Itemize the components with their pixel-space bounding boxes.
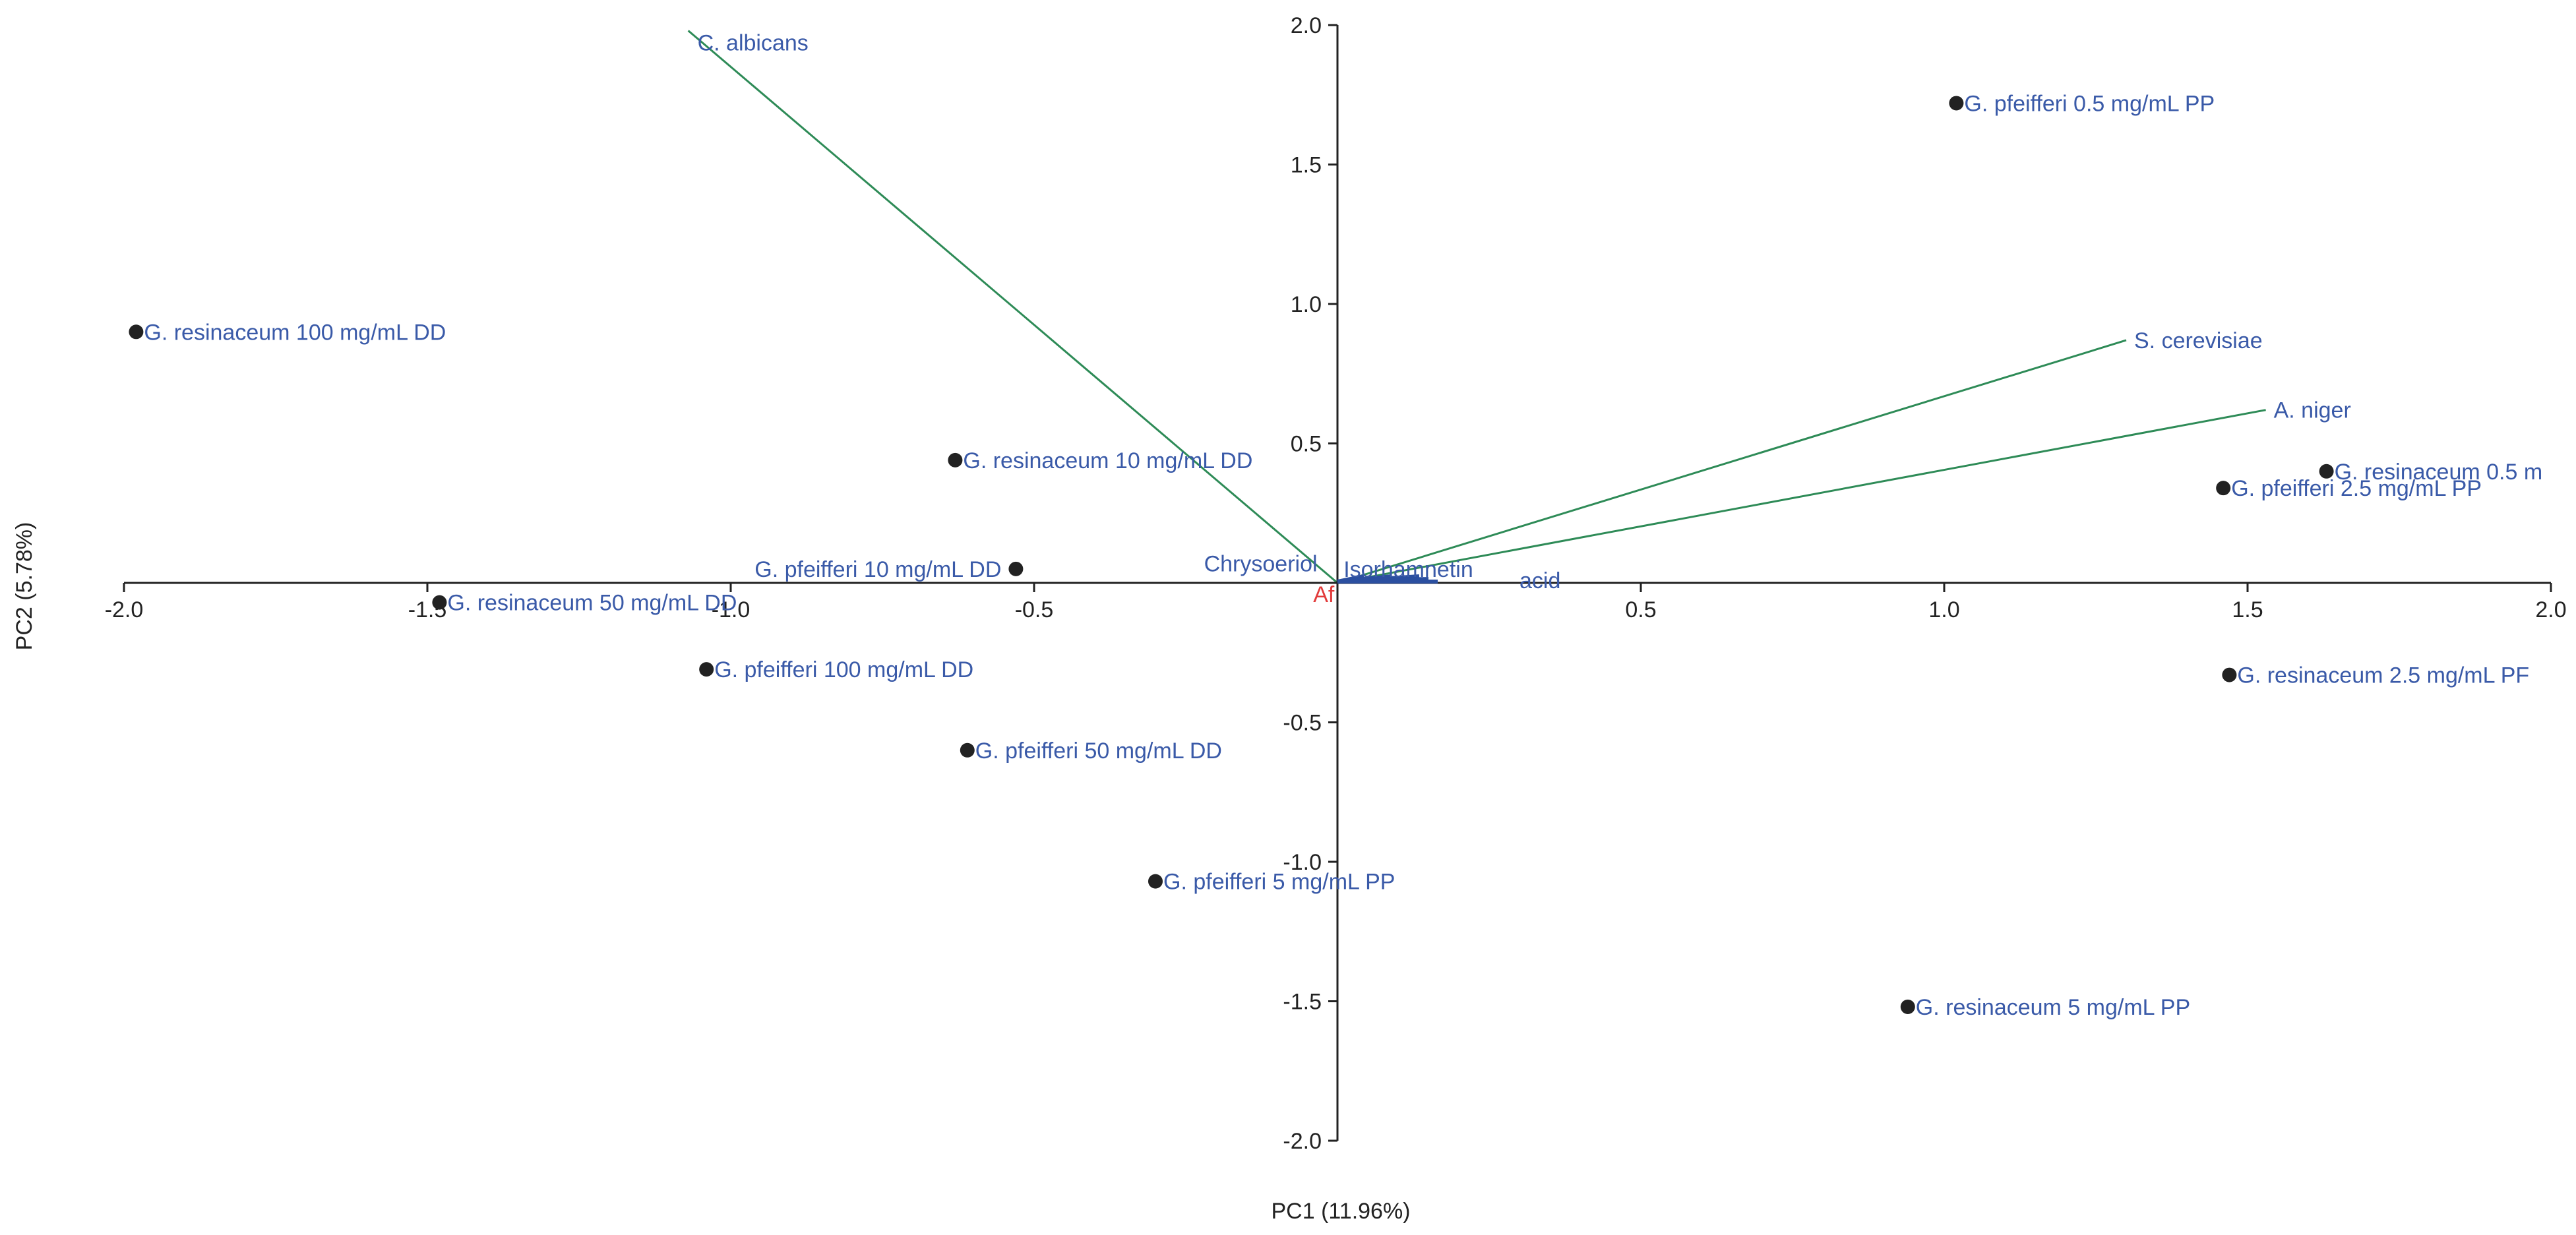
x-tick-label: 1.0 bbox=[1928, 597, 1959, 622]
point-label: G. resinaceum 50 mg/mL DD bbox=[447, 591, 737, 616]
point-g-resinaceum-2-5-mg-ml-pf bbox=[2222, 667, 2237, 682]
point-label: G. resinaceum 2.5 mg/mL PF bbox=[2237, 663, 2529, 688]
point-g-resinaceum-50-mg-ml-dd bbox=[432, 595, 447, 610]
point-g-resinaceum-10-mg-ml-dd bbox=[948, 452, 963, 467]
point-g-resinaceum-100-mg-ml-dd bbox=[129, 324, 144, 340]
x-tick-label: 0.5 bbox=[1625, 597, 1656, 622]
point-g-resinaceum-0-5-m bbox=[2319, 464, 2334, 479]
point-label: G. resinaceum 10 mg/mL DD bbox=[963, 448, 1252, 473]
variable-label-chrysoeriol: Chrysoeriol bbox=[1204, 551, 1318, 576]
variable-label-isorhamnetin: Isorhamnetin bbox=[1343, 557, 1473, 582]
variable-label-af: Af bbox=[1313, 582, 1335, 607]
y-tick-label: 2.0 bbox=[1291, 13, 1322, 38]
y-tick-label: 1.5 bbox=[1291, 153, 1322, 178]
vector-c-albicans bbox=[687, 30, 1338, 584]
point-g-pfeifferi-10-mg-ml-dd bbox=[1008, 561, 1024, 576]
y-tick-label: -1.5 bbox=[1283, 990, 1322, 1015]
loading-vectors: C. albicans S. cerevisiae A. niger bbox=[687, 30, 2351, 584]
vector-label-s-cerevisiae: S. cerevisiae bbox=[2134, 328, 2263, 353]
x-tick-label: -0.5 bbox=[1015, 597, 1054, 622]
point-label: G. pfeifferi 2.5 mg/mL PP bbox=[2231, 476, 2482, 501]
variable-labels: Chrysoeriol Isorhamnetin acid Af bbox=[1204, 551, 1561, 607]
point-g-pfeifferi-2-5-mg-ml-pp bbox=[2216, 481, 2231, 496]
score-points: G. pfeifferi 0.5 mg/mL PP G. resinaceum 1… bbox=[129, 91, 2542, 1020]
y-axis-title: PC2 (5.78%) bbox=[12, 522, 37, 651]
x-tick-label: 2.0 bbox=[2535, 597, 2566, 622]
variable-label-acid: acid bbox=[1519, 568, 1560, 593]
point-label: G. pfeifferi 5 mg/mL PP bbox=[1163, 870, 1395, 895]
x-tick-label: -2.0 bbox=[105, 597, 144, 622]
point-g-pfeifferi-5-mg-ml-pp bbox=[1148, 874, 1163, 889]
y-tick-label: -0.5 bbox=[1283, 711, 1322, 736]
point-label: G. resinaceum 100 mg/mL DD bbox=[144, 320, 446, 345]
point-g-pfeifferi-50-mg-ml-dd bbox=[960, 742, 975, 758]
y-tick-label: 0.5 bbox=[1291, 432, 1322, 457]
vector-label-a-niger: A. niger bbox=[2274, 398, 2351, 423]
point-label: G. pfeifferi 100 mg/mL DD bbox=[714, 657, 973, 682]
vector-label-c-albicans: C. albicans bbox=[698, 30, 809, 55]
point-g-pfeifferi-100-mg-ml-dd bbox=[699, 662, 714, 677]
y-tick-label: -2.0 bbox=[1283, 1129, 1322, 1154]
x-tick-label: -1.0 bbox=[712, 597, 751, 622]
vector-a-niger bbox=[1337, 409, 2266, 584]
point-label: G. pfeifferi 10 mg/mL DD bbox=[754, 557, 1001, 582]
point-label: G. resinaceum 5 mg/mL PP bbox=[1916, 995, 2190, 1020]
y-tick-label: -1.0 bbox=[1283, 850, 1322, 875]
point-g-pfeifferi-0-5-mg-ml-pp bbox=[1949, 96, 1964, 111]
vector-s-cerevisiae bbox=[1337, 339, 2127, 584]
point-label: G. pfeifferi 50 mg/mL DD bbox=[975, 738, 1222, 764]
tick-labels: -2.0 -1.5 -1.0 -0.5 0.5 1.0 1.5 2.0 2.0 1.5 1.0 0.5… bbox=[105, 13, 2567, 1154]
x-axis-title: PC1 (11.96%) bbox=[1271, 1199, 1410, 1224]
point-g-resinaceum-5-mg-ml-pp bbox=[1900, 999, 1915, 1014]
point-label: G. resinaceum 0.5 m bbox=[2335, 460, 2543, 485]
y-tick-label: 1.0 bbox=[1291, 292, 1322, 317]
x-tick-label: 1.5 bbox=[2232, 597, 2263, 622]
point-label: G. pfeifferi 0.5 mg/mL PP bbox=[1964, 91, 2215, 116]
